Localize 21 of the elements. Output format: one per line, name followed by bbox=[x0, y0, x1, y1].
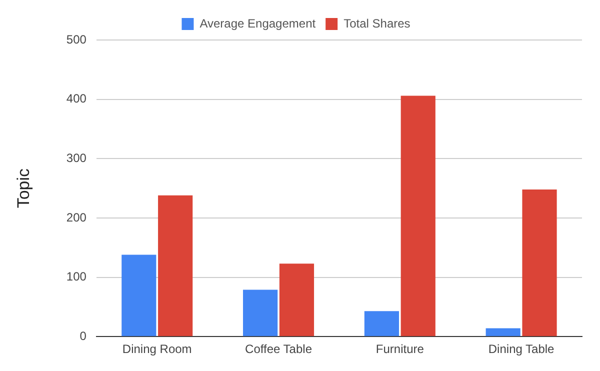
y-tick-label: 200 bbox=[66, 210, 87, 224]
bar bbox=[279, 264, 314, 336]
y-tick-label: 0 bbox=[80, 328, 87, 343]
bar bbox=[486, 328, 520, 336]
bar bbox=[522, 189, 557, 336]
x-tick-label: Dining Room bbox=[122, 342, 192, 356]
x-tick-label: Dining Table bbox=[488, 342, 555, 356]
bar bbox=[122, 254, 156, 336]
y-tick-label: 300 bbox=[66, 150, 87, 165]
y-tick-label: 400 bbox=[66, 92, 87, 106]
x-tick-label: Furniture bbox=[376, 342, 424, 356]
bar bbox=[158, 195, 193, 336]
y-axis-title: Topic bbox=[14, 168, 33, 208]
bar bbox=[400, 96, 436, 336]
bar bbox=[364, 311, 399, 336]
y-tick-label: 500 bbox=[66, 32, 87, 46]
x-tick-label: Coffee Table bbox=[245, 342, 312, 356]
legend-label: Total Shares bbox=[344, 16, 410, 30]
y-tick-label: 100 bbox=[66, 270, 87, 284]
bar bbox=[243, 290, 278, 336]
legend-label: Average Engagement bbox=[200, 16, 316, 30]
